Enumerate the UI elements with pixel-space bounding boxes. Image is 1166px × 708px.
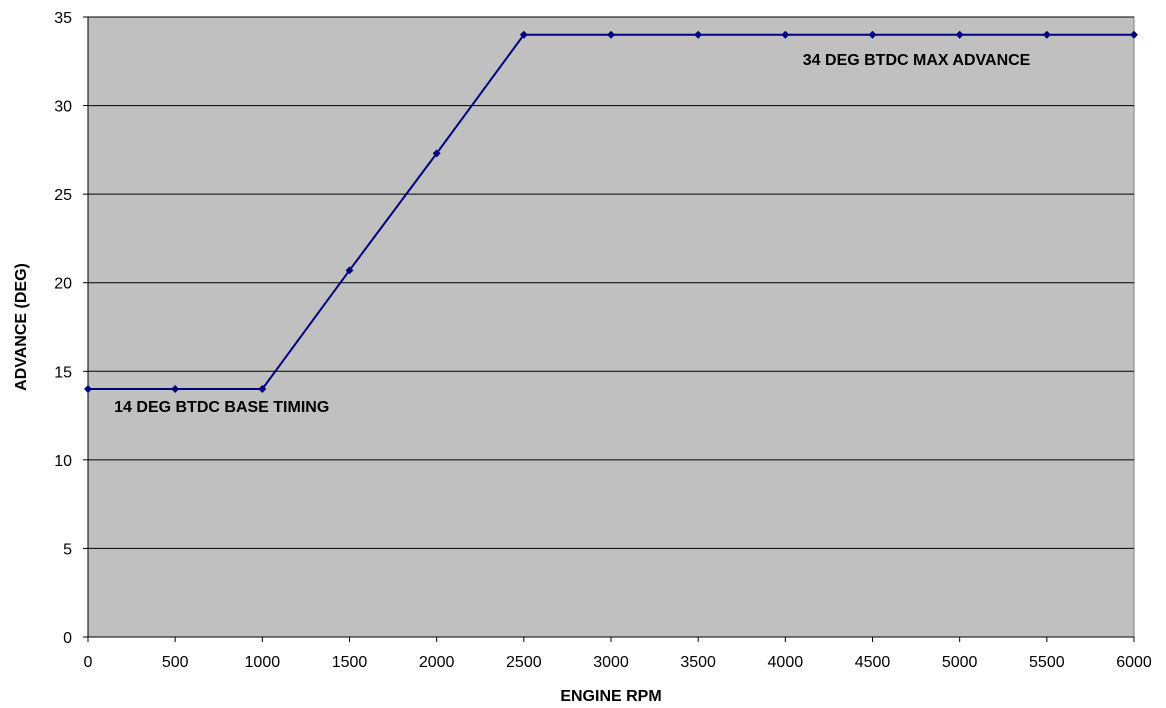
x-tick-label: 1000	[245, 654, 281, 671]
data-point-marker	[432, 149, 441, 158]
y-axis-title: ADVANCE (DEG)	[13, 263, 30, 391]
x-tick-label: 4000	[768, 654, 804, 671]
x-tick-label: 0	[84, 654, 93, 671]
y-tick-label: 10	[54, 453, 72, 470]
y-tick-label: 15	[54, 364, 72, 381]
annotation-label: 34 DEG BTDC MAX ADVANCE	[803, 52, 1031, 69]
y-tick-label: 20	[54, 276, 72, 293]
data-point-marker	[84, 385, 92, 393]
data-point-marker	[258, 385, 267, 393]
data-point-marker	[868, 30, 877, 39]
grid-lines	[88, 16, 1134, 549]
y-tick-label: 5	[63, 541, 72, 558]
x-tick-label: 1500	[332, 654, 368, 671]
x-tick-labels: 0 500 1000 1500 2000 2500 3000 3500 4000 4500 5000…	[84, 654, 1152, 671]
data-point-marker	[345, 266, 354, 275]
x-tick-label: 4500	[855, 654, 891, 671]
series-group	[84, 30, 1138, 393]
data-point-marker	[171, 385, 180, 393]
plot-area	[87, 16, 1135, 638]
y-tick-label: 30	[54, 99, 72, 116]
y-tick-label: 0	[63, 630, 72, 647]
x-tick-label: 5000	[942, 654, 978, 671]
x-tick-label: 2500	[506, 654, 542, 671]
x-tick-label: 3500	[680, 654, 716, 671]
x-tick-label: 5500	[1029, 654, 1065, 671]
x-tick-label: 500	[162, 654, 189, 671]
data-point-marker	[607, 30, 615, 39]
axes	[83, 16, 1135, 642]
data-point-marker	[519, 30, 528, 39]
x-tick-label: 6000	[1116, 654, 1152, 671]
data-point-marker	[1130, 30, 1138, 39]
x-axis-title: ENGINE RPM	[560, 688, 661, 705]
annotations: 14 DEG BTDC BASE TIMING 34 DEG BTDC MAX A…	[114, 52, 1031, 416]
x-tick-label: 2000	[419, 654, 455, 671]
y-tick-labels: 0 5 10 15 20 25 30 35	[54, 10, 72, 647]
data-point-marker	[955, 30, 964, 39]
x-tick-label: 3000	[593, 654, 629, 671]
annotation-label: 14 DEG BTDC BASE TIMING	[114, 399, 329, 416]
y-tick-label: 25	[54, 187, 72, 204]
data-point-marker	[694, 30, 703, 39]
data-point-marker	[1042, 30, 1051, 39]
y-tick-label: 35	[54, 10, 72, 27]
data-point-marker	[781, 30, 790, 39]
